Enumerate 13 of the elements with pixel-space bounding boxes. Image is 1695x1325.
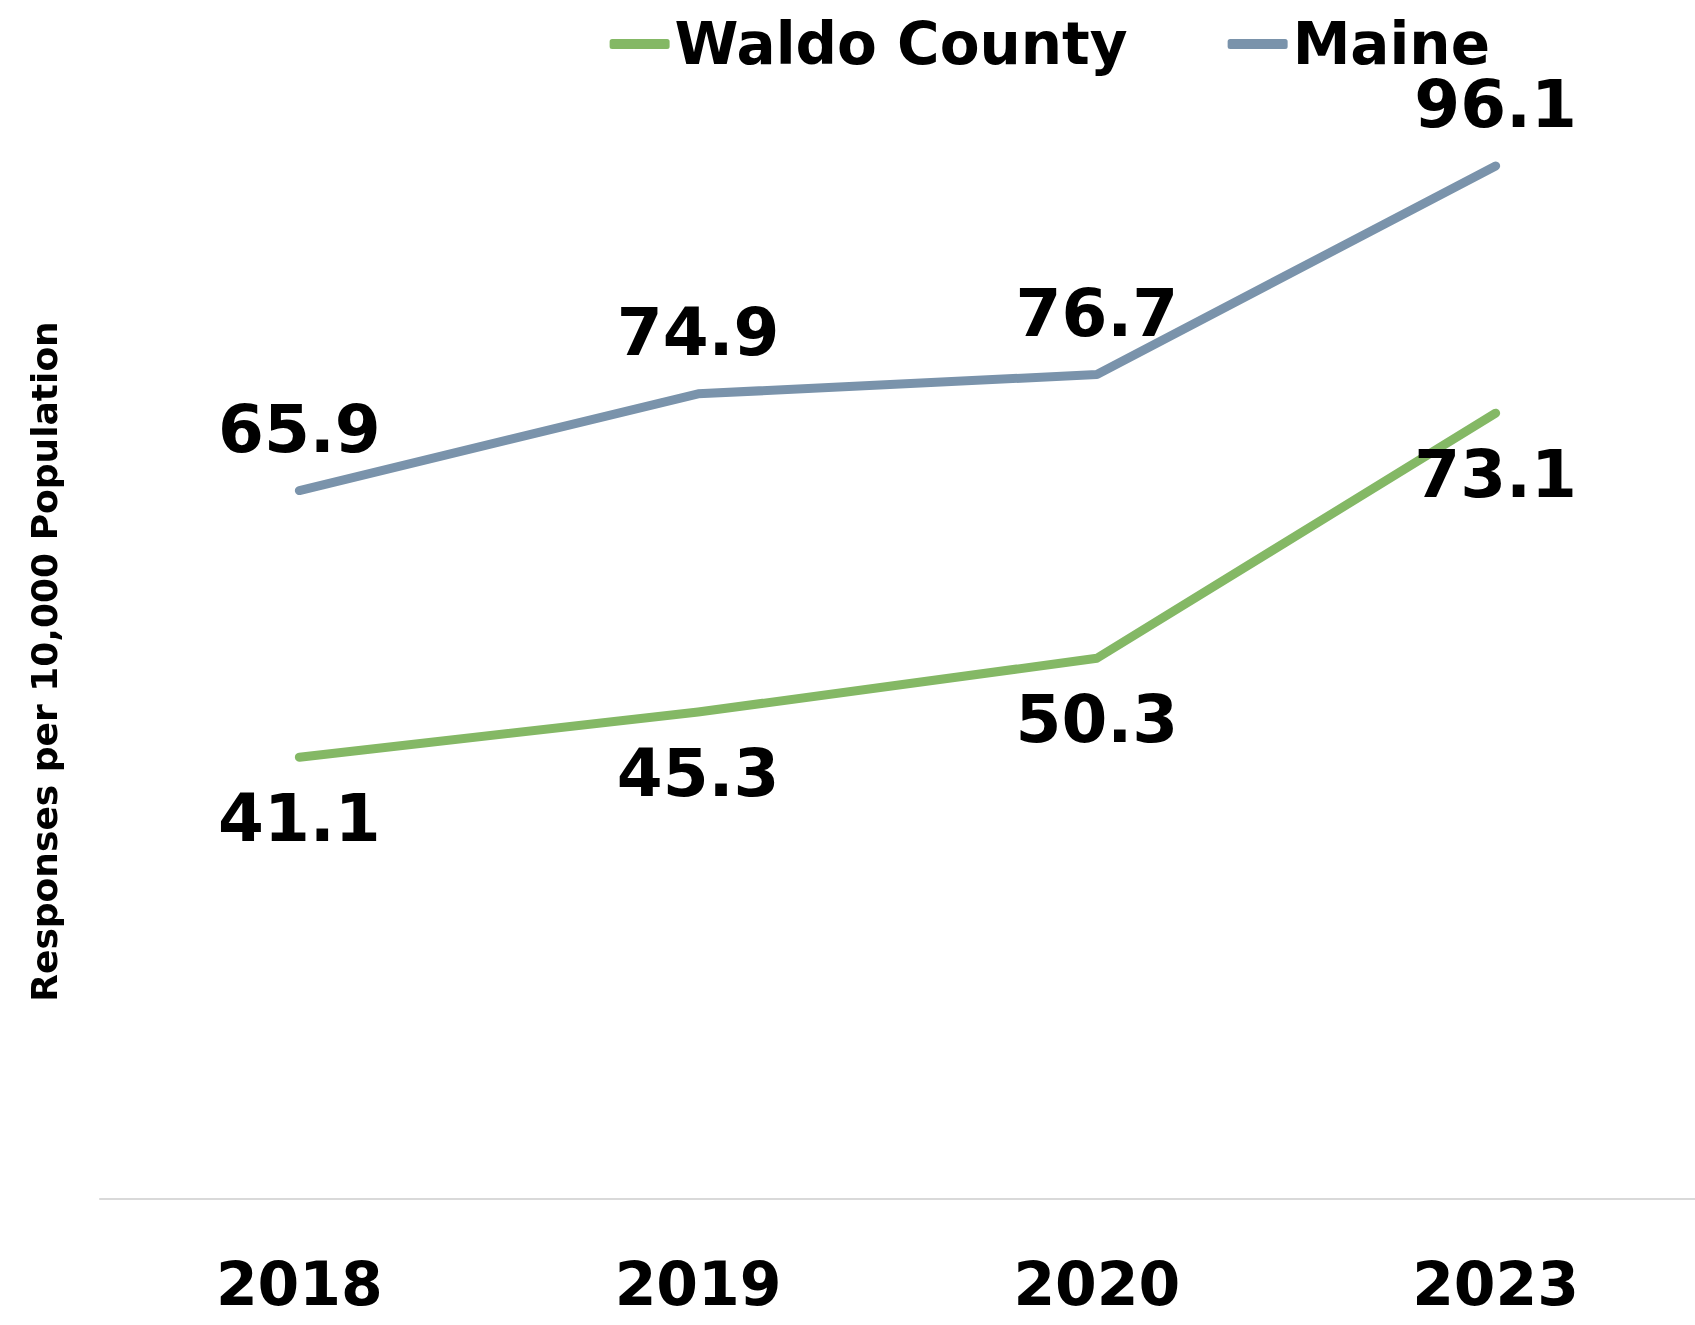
x-tick-label: 2020	[1013, 1249, 1181, 1319]
data-label: 50.3	[1015, 680, 1179, 758]
x-tick-label: 2023	[1412, 1249, 1580, 1319]
x-tick-label: 2019	[614, 1249, 782, 1319]
data-label: 76.7	[1015, 274, 1179, 352]
data-label: 74.9	[616, 294, 780, 372]
data-label: 65.9	[217, 391, 381, 469]
y-axis-title: Responses per 10,000 Population	[23, 321, 65, 1002]
data-label: 45.3	[616, 734, 780, 812]
x-tick-label: 2018	[215, 1249, 383, 1319]
data-label: 41.1	[217, 779, 381, 857]
legend-label: Waldo County	[674, 10, 1128, 78]
data-label: 73.1	[1414, 435, 1578, 513]
